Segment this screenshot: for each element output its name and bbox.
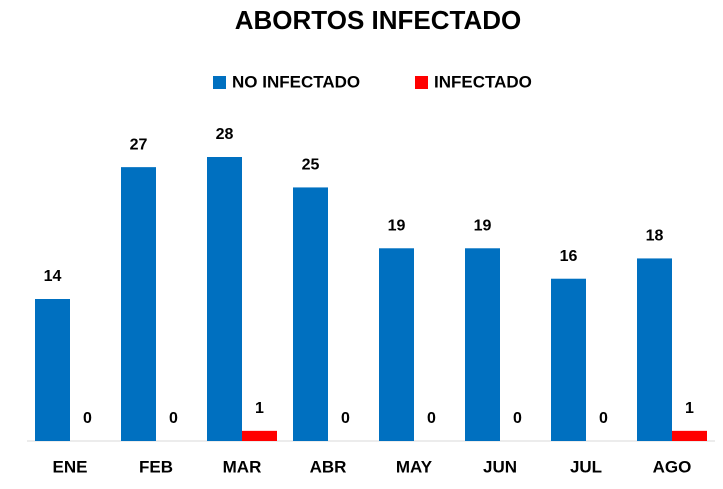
bar — [293, 187, 328, 441]
x-tick-label: ENE — [53, 457, 88, 476]
data-label: 0 — [427, 410, 436, 427]
bar — [207, 157, 242, 441]
data-label: 14 — [44, 268, 62, 285]
legend-swatch — [415, 76, 428, 89]
x-tick-label: JUN — [483, 457, 517, 476]
bar — [35, 299, 70, 441]
bar — [242, 430, 277, 441]
bar — [121, 167, 156, 441]
data-label: 0 — [599, 410, 608, 427]
data-label: 28 — [216, 126, 234, 143]
x-tick-label: ABR — [310, 457, 347, 476]
x-tick-label: FEB — [139, 457, 173, 476]
data-label: 0 — [83, 410, 92, 427]
x-tick-label: AGO — [653, 457, 692, 476]
data-label: 25 — [302, 157, 320, 174]
data-label: 19 — [474, 218, 492, 235]
chart-title: ABORTOS INFECTADO — [235, 5, 521, 35]
x-tick-label: MAY — [396, 457, 433, 476]
legend-swatch — [213, 76, 226, 89]
data-label: 18 — [646, 228, 664, 245]
legend-label: NO INFECTADO — [232, 72, 360, 91]
data-label: 0 — [513, 410, 522, 427]
data-label: 1 — [685, 400, 694, 417]
bar — [672, 430, 707, 441]
x-tick-label: JUL — [570, 457, 602, 476]
x-tick-label: MAR — [223, 457, 262, 476]
bar — [551, 278, 586, 441]
bar — [379, 248, 414, 441]
data-label: 0 — [341, 410, 350, 427]
data-label: 1 — [255, 400, 264, 417]
data-label: 16 — [560, 248, 578, 265]
data-label: 19 — [388, 218, 406, 235]
bar — [465, 248, 500, 441]
data-label: 0 — [169, 410, 178, 427]
data-label: 27 — [130, 136, 148, 153]
legend-label: INFECTADO — [434, 72, 532, 91]
bar — [637, 258, 672, 441]
